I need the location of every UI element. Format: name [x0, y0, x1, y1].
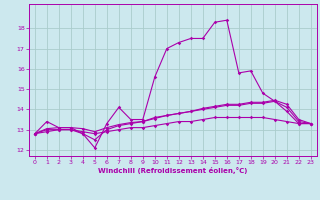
X-axis label: Windchill (Refroidissement éolien,°C): Windchill (Refroidissement éolien,°C) — [98, 167, 247, 174]
